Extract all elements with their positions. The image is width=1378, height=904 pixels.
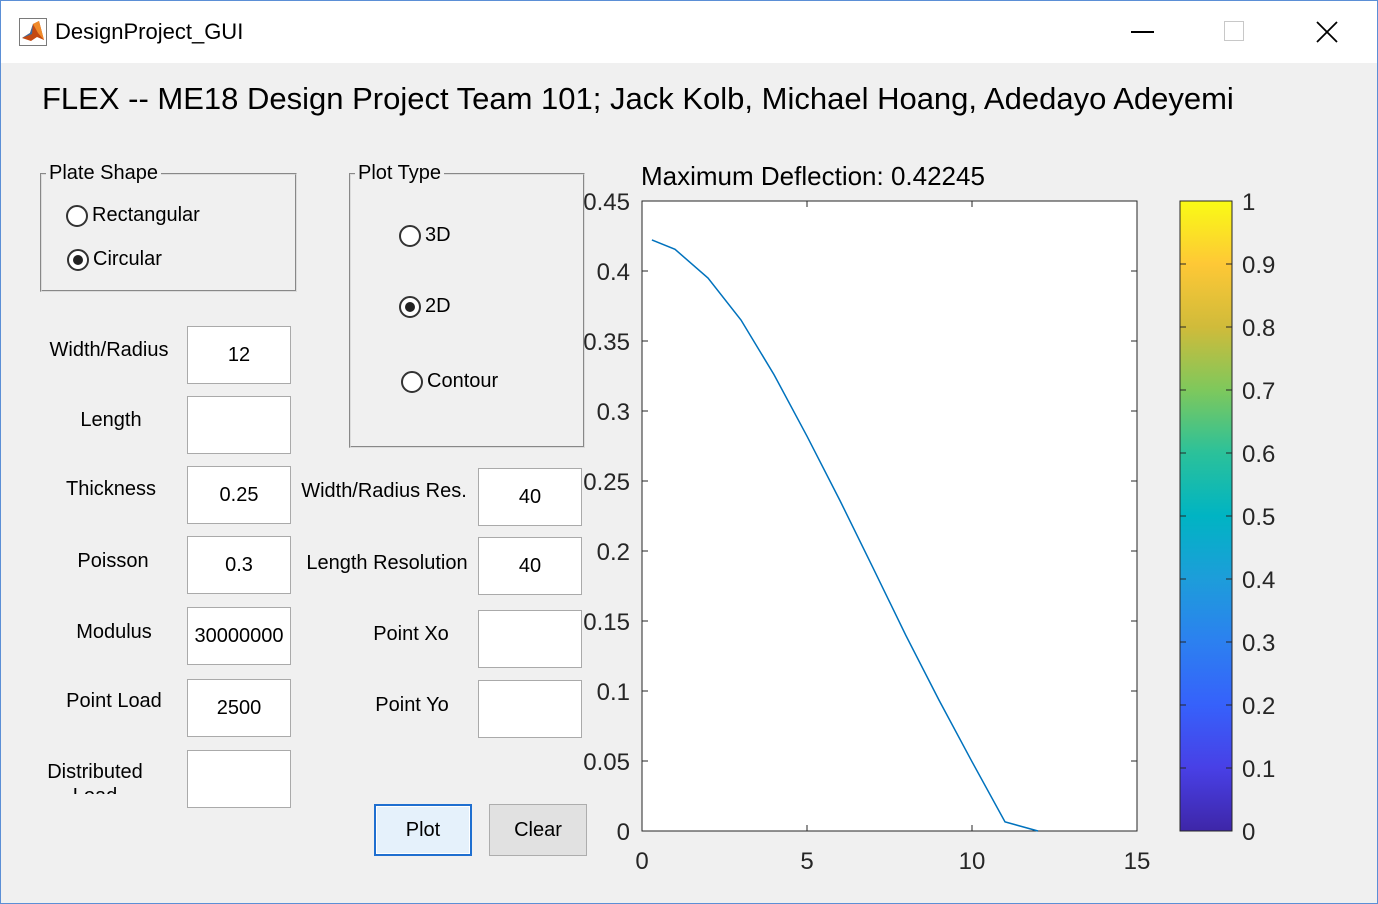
point-xo-input[interactable] <box>478 610 582 668</box>
y-tick-label: 0.05 <box>583 749 630 776</box>
figure-area: FLEX -- ME18 Design Project Team 101; Ja… <box>7 63 1373 899</box>
poisson-input[interactable] <box>187 536 291 594</box>
colorbar-tick-label: 0.6 <box>1242 441 1275 468</box>
y-tick-label: 0.2 <box>597 539 630 566</box>
y-tick-label: 0.25 <box>583 469 630 496</box>
colorbar-tick-label: 0.3 <box>1242 630 1275 657</box>
radio-label: 2D <box>425 295 451 317</box>
y-tick-label: 0 <box>617 819 630 846</box>
plot-canvas: Maximum Deflection: 0.42245 0 5 10 1500.050… <box>583 161 1275 875</box>
minimize-icon <box>1131 31 1154 33</box>
point-xo-label: Point Xo <box>373 623 449 645</box>
title-bar[interactable]: DesignProject_GUI <box>1 1 1377 63</box>
y-tick-label: 0.3 <box>597 399 630 426</box>
distributed-load-label: Distributed Load <box>47 761 143 794</box>
close-icon <box>1316 21 1338 43</box>
radio-circle <box>399 296 421 318</box>
x-tick-label: 10 <box>959 848 986 875</box>
width-radius-res-input[interactable] <box>478 468 582 526</box>
colorbar-tick-label: 0.9 <box>1242 252 1275 279</box>
point-yo-input[interactable] <box>478 680 582 738</box>
radio-label: 3D <box>425 224 451 246</box>
plot-button[interactable]: Plot <box>374 804 472 856</box>
radio-circle <box>399 225 421 247</box>
radio-label: Circular <box>93 248 162 270</box>
colorbar-tick-label: 0.2 <box>1242 693 1275 720</box>
length-resolution-input[interactable] <box>478 537 582 595</box>
y-tick-label: 0.45 <box>583 189 630 216</box>
y-tick-label: 0.4 <box>597 259 630 286</box>
chart-title: Maximum Deflection: 0.42245 <box>641 161 985 191</box>
radio-rectangular[interactable]: Rectangular <box>66 204 216 229</box>
y-tick-label: 0.1 <box>597 679 630 706</box>
modulus-label: Modulus <box>76 621 152 643</box>
distributed-load-input[interactable] <box>187 750 291 808</box>
point-load-label: Point Load <box>66 690 162 712</box>
radio-contour[interactable]: Contour <box>401 370 511 395</box>
colorbar-tick-label: 0.4 <box>1242 567 1275 594</box>
clear-button[interactable]: Clear <box>489 804 587 856</box>
length-resolution-label: Length Resolution <box>306 552 468 574</box>
radio-circle <box>66 205 88 227</box>
plot-type-group: Plot Type <box>349 162 585 448</box>
x-tick-label: 15 <box>1124 848 1151 875</box>
maximize-icon <box>1224 21 1244 41</box>
x-tick-label: 0 <box>635 848 648 875</box>
plot-axes <box>641 200 1138 832</box>
deflection-series-line <box>651 239 1039 832</box>
colorbar-tick-label: 0.5 <box>1242 504 1275 531</box>
y-tick-label: 0.35 <box>583 329 630 356</box>
radio-selected-dot <box>405 302 415 312</box>
x-tick-label: 5 <box>800 848 813 875</box>
radio-selected-dot <box>73 255 83 265</box>
radio-label: Rectangular <box>92 204 200 226</box>
colorbar-ticks <box>1180 200 1232 832</box>
window-title: DesignProject_GUI <box>55 19 244 44</box>
plate-shape-legend: Plate Shape <box>49 162 158 184</box>
colorbar-tick-label: 0 <box>1242 819 1255 846</box>
radio-circular[interactable]: Circular <box>67 248 187 273</box>
width-radius-res-label: Width/Radius Res. <box>301 480 467 502</box>
length-label: Length <box>80 409 142 431</box>
radio-label: Contour <box>427 370 499 392</box>
page-title: FLEX -- ME18 Design Project Team 101; Ja… <box>42 81 1234 116</box>
point-load-input[interactable] <box>187 679 291 737</box>
radio-3d[interactable]: 3D <box>399 224 469 249</box>
colorbar-tick-label: 0.1 <box>1242 756 1275 783</box>
colorbar-tick-label: 1 <box>1242 189 1255 216</box>
modulus-input[interactable] <box>187 607 291 665</box>
y-tick-label: 0.15 <box>583 609 630 636</box>
minimize-button[interactable] <box>1120 11 1166 53</box>
radio-circle <box>67 249 89 271</box>
plot-type-legend: Plot Type <box>358 162 442 184</box>
colorbar <box>1179 200 1233 832</box>
thickness-input[interactable] <box>187 466 291 524</box>
axis-ticks <box>641 200 1138 832</box>
thickness-label: Thickness <box>65 478 157 500</box>
radio-2d[interactable]: 2D <box>399 295 469 320</box>
maximize-button[interactable] <box>1211 11 1257 53</box>
close-button[interactable] <box>1304 11 1350 53</box>
colorbar-tick-labels: 0 0.1 0.2 0.3 0.4 0.5 0.6 0.7 0.8 0.9 1 <box>1242 189 1275 846</box>
plate-shape-group: Plate Shape <box>40 162 297 292</box>
colorbar-tick-label: 0.8 <box>1242 315 1275 342</box>
point-yo-label: Point Yo <box>375 694 449 716</box>
width-radius-input[interactable] <box>187 326 291 384</box>
poisson-label: Poisson <box>77 550 149 572</box>
radio-circle <box>401 371 423 393</box>
colorbar-tick-label: 0.7 <box>1242 378 1275 405</box>
length-input[interactable] <box>187 396 291 454</box>
axis-tick-labels: 0 5 10 15 0 0.05 0.1 0.15 0.2 0.25 0.3 0.35 0.4 0.45 <box>583 189 1150 875</box>
width-radius-label: Width/Radius <box>49 339 169 361</box>
matlab-icon <box>19 18 47 46</box>
